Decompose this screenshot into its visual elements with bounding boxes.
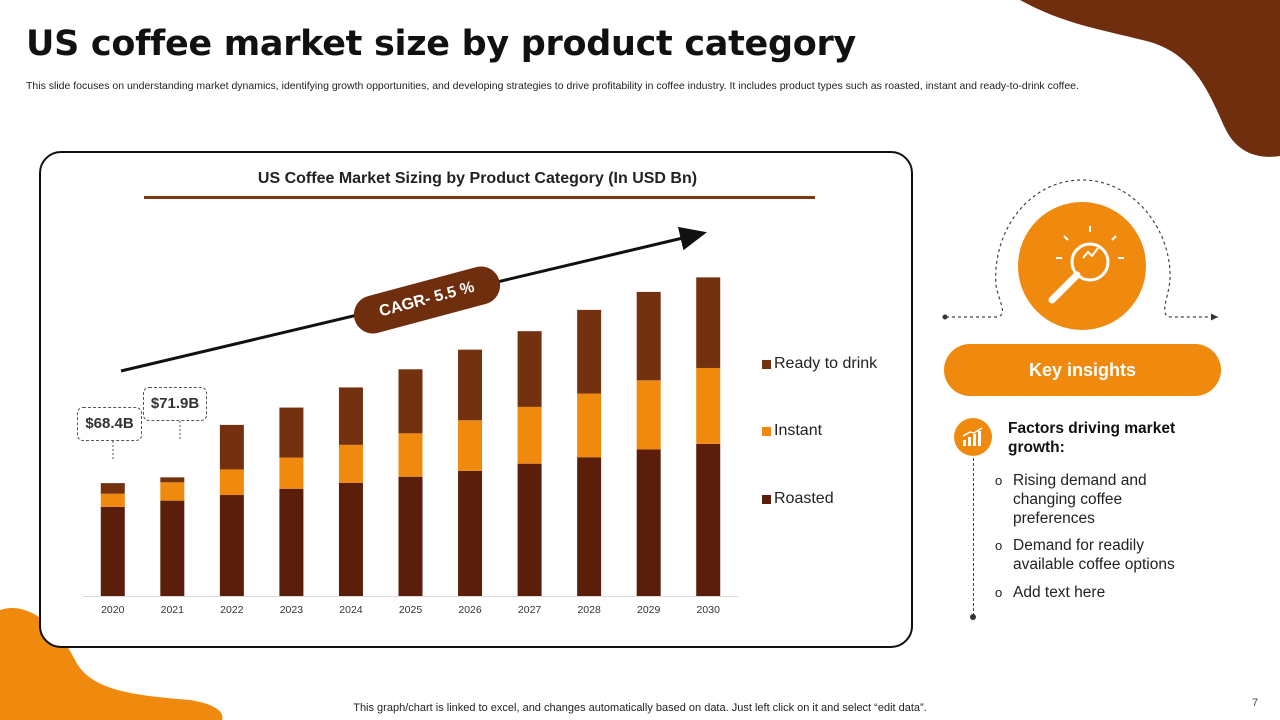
- bullet-marker: o: [995, 473, 1003, 488]
- bar-instant-2021: [160, 482, 185, 501]
- bar-ready-to-drink-2025: [398, 369, 423, 434]
- page-subtitle: This slide focuses on understanding mark…: [26, 80, 1079, 92]
- callout-2021: $71.9B: [143, 387, 207, 421]
- bar-instant-2027: [517, 406, 542, 464]
- bullet-marker: o: [995, 585, 1003, 600]
- bullet-text: Rising demand and changing coffee prefer…: [1013, 472, 1147, 527]
- bar-roasted-2026: [458, 470, 483, 596]
- footnote: This graph/chart is linked to excel, and…: [353, 702, 927, 714]
- legend-swatch: [762, 359, 771, 369]
- bar-ready-to-drink-2023: [279, 407, 304, 458]
- bar-ready-to-drink-2022: [219, 424, 244, 470]
- legend-swatch: [762, 494, 771, 504]
- bar-instant-2029: [636, 380, 661, 450]
- bullet-text: Add text here: [1013, 584, 1106, 601]
- legend-item-ready-to-drink: Ready to drink: [762, 355, 877, 373]
- bar-roasted-2020: [100, 506, 125, 596]
- x-tick-label: 2026: [458, 604, 482, 616]
- page-title: US coffee market size by product categor…: [26, 24, 856, 64]
- bar-roasted-2029: [636, 449, 661, 596]
- bar-ready-to-drink-2024: [338, 387, 363, 445]
- growth-chart-icon: [954, 418, 992, 456]
- bar-roasted-2024: [338, 482, 363, 596]
- bar-instant-2024: [338, 444, 363, 483]
- x-tick-label: 2027: [518, 604, 542, 616]
- bar-instant-2025: [398, 433, 423, 477]
- bar-ready-to-drink-2028: [577, 309, 602, 394]
- insight-bullet: o Add text here: [995, 583, 1188, 602]
- bar-roasted-2023: [279, 488, 304, 596]
- legend-label: Instant: [774, 422, 823, 439]
- bar-roasted-2028: [577, 457, 602, 596]
- legend-item-roasted: Roasted: [762, 490, 834, 508]
- x-tick-label: 2025: [399, 604, 423, 616]
- bar-ready-to-drink-2026: [458, 349, 483, 421]
- insight-icon-circle: [1018, 202, 1146, 330]
- x-tick-label: 2024: [339, 604, 363, 616]
- legend-swatch: [762, 426, 771, 436]
- chart-title: US Coffee Market Sizing by Product Categ…: [257, 170, 698, 187]
- bar-instant-2030: [696, 367, 721, 444]
- x-tick-label: 2023: [280, 604, 304, 616]
- legend-label: Roasted: [774, 490, 834, 507]
- bar-roasted-2022: [219, 495, 244, 596]
- bar-instant-2028: [577, 393, 602, 458]
- chart-title-underline: [144, 196, 815, 199]
- bar-instant-2026: [458, 420, 483, 471]
- legend-label: Ready to drink: [774, 355, 878, 372]
- factors-title: Factors driving market growth:: [1008, 420, 1176, 456]
- bar-roasted-2027: [517, 463, 542, 596]
- bar-instant-2023: [279, 457, 304, 489]
- bar-instant-2022: [219, 469, 244, 496]
- page-number: 7: [1252, 697, 1259, 709]
- bar-roasted-2021: [160, 500, 185, 596]
- x-tick-label: 2020: [101, 604, 125, 616]
- x-tick-label: 2030: [697, 604, 721, 616]
- bullet-connector-line: [973, 458, 974, 616]
- bar-ready-to-drink-2030: [696, 277, 721, 368]
- bar-ready-to-drink-2020: [100, 483, 125, 494]
- bar-ready-to-drink-2029: [636, 291, 661, 381]
- x-tick-label: 2022: [220, 604, 244, 616]
- top-right-decoration: [1020, 0, 1280, 157]
- bullet-marker: o: [995, 538, 1003, 553]
- x-tick-label: 2021: [161, 604, 185, 616]
- key-insights-header: Key insights: [944, 344, 1221, 396]
- bar-ready-to-drink-2027: [517, 331, 542, 407]
- x-tick-label: 2028: [577, 604, 601, 616]
- lightbulb-magnifier-icon: [1048, 226, 1124, 304]
- legend-item-instant: Instant: [762, 422, 822, 440]
- insight-bullet: o Demand for readily available coffee op…: [995, 536, 1188, 574]
- callout-2020: $68.4B: [77, 407, 142, 441]
- bullet-text: Demand for readily available coffee opti…: [1013, 537, 1175, 573]
- bar-ready-to-drink-2021: [160, 477, 185, 483]
- bar-roasted-2025: [398, 476, 423, 596]
- bar-roasted-2030: [696, 443, 721, 596]
- insight-bullet: o Rising demand and changing coffee pref…: [995, 471, 1188, 528]
- x-tick-label: 2029: [637, 604, 661, 616]
- bullet-connector-dot: [970, 614, 976, 620]
- bar-instant-2020: [100, 493, 125, 507]
